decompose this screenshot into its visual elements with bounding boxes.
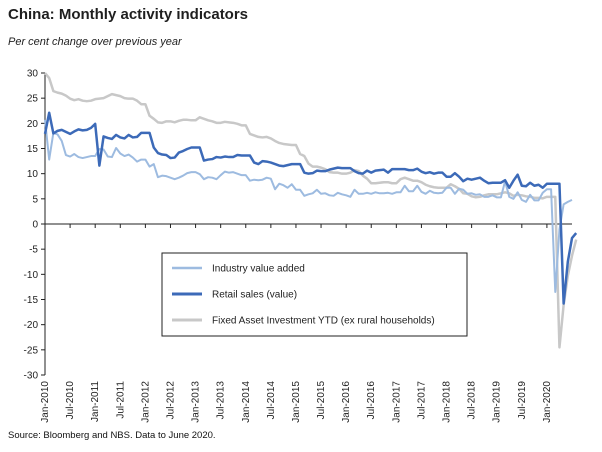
x-tick-label: Jan-2015 (291, 381, 302, 423)
x-tick-label: Jul-2010 (65, 381, 76, 420)
x-tick-label: Jan-2014 (241, 381, 252, 423)
x-tick-label: Jan-2020 (542, 381, 553, 423)
y-tick-label: -25 (24, 345, 39, 356)
x-tick-label: Jan-2016 (341, 381, 352, 423)
x-tick-label: Jul-2014 (266, 381, 277, 420)
x-tick-label: Jul-2016 (366, 381, 377, 420)
x-tick-label: Jul-2011 (115, 381, 126, 419)
x-tick-label: Jul-2015 (316, 381, 327, 420)
y-axis: 30 25 20 15 10 5 0 -5 -10 -15 -20 -25 -30 (24, 69, 46, 382)
series-line-0 (44, 119, 573, 293)
x-tick-label: Jan-2019 (492, 381, 503, 423)
source-note: Source: Bloomberg and NBS. Data to June … (8, 430, 216, 441)
y-tick-label: -15 (24, 295, 39, 306)
x-tick-label: Jan-2018 (442, 381, 453, 423)
legend-label: Fixed Asset Investment YTD (ex rural hou… (212, 316, 435, 327)
y-tick-label: -20 (24, 320, 39, 331)
y-tick-label: 0 (32, 220, 38, 231)
y-tick-label: -30 (24, 371, 39, 382)
y-tick-label: 30 (27, 69, 39, 80)
x-axis: Jan-2010 Jul-2010 Jan-2011 Jul-2011 Jan-2012… (40, 223, 572, 423)
y-tick-label: 25 (27, 94, 39, 105)
series-line-1 (43, 111, 578, 305)
x-tick-label: Jan-2017 (391, 381, 402, 423)
series-lines (43, 72, 578, 349)
chart-title: China: Monthly activity indicators (8, 6, 249, 23)
chart-subtitle: Per cent change over previous year (8, 36, 182, 48)
x-tick-label: Jul-2013 (216, 381, 227, 420)
y-tick-label: -5 (29, 245, 38, 256)
x-tick-label: Jan-2011 (90, 381, 101, 422)
y-tick-label: 15 (27, 144, 39, 155)
y-tick-label: 10 (27, 169, 39, 180)
series-line-2 (44, 72, 578, 349)
x-tick-label: Jan-2010 (40, 381, 51, 423)
y-tick-label: -10 (24, 270, 39, 281)
x-tick-label: Jul-2019 (517, 381, 528, 420)
x-tick-label: Jul-2018 (467, 381, 478, 420)
legend-label: Industry value added (212, 264, 305, 275)
legend-box (161, 252, 468, 337)
legend: Industry value added Retail sales (value)… (161, 252, 468, 337)
x-tick-label: Jul-2017 (416, 381, 427, 420)
x-tick-label: Jul-2012 (165, 381, 176, 420)
x-tick-label: Jan-2012 (140, 381, 151, 423)
x-tick-label: Jan-2013 (191, 381, 202, 423)
y-tick-label: 5 (32, 194, 38, 205)
y-tick-label: 20 (27, 119, 39, 130)
legend-label: Retail sales (value) (212, 290, 297, 301)
